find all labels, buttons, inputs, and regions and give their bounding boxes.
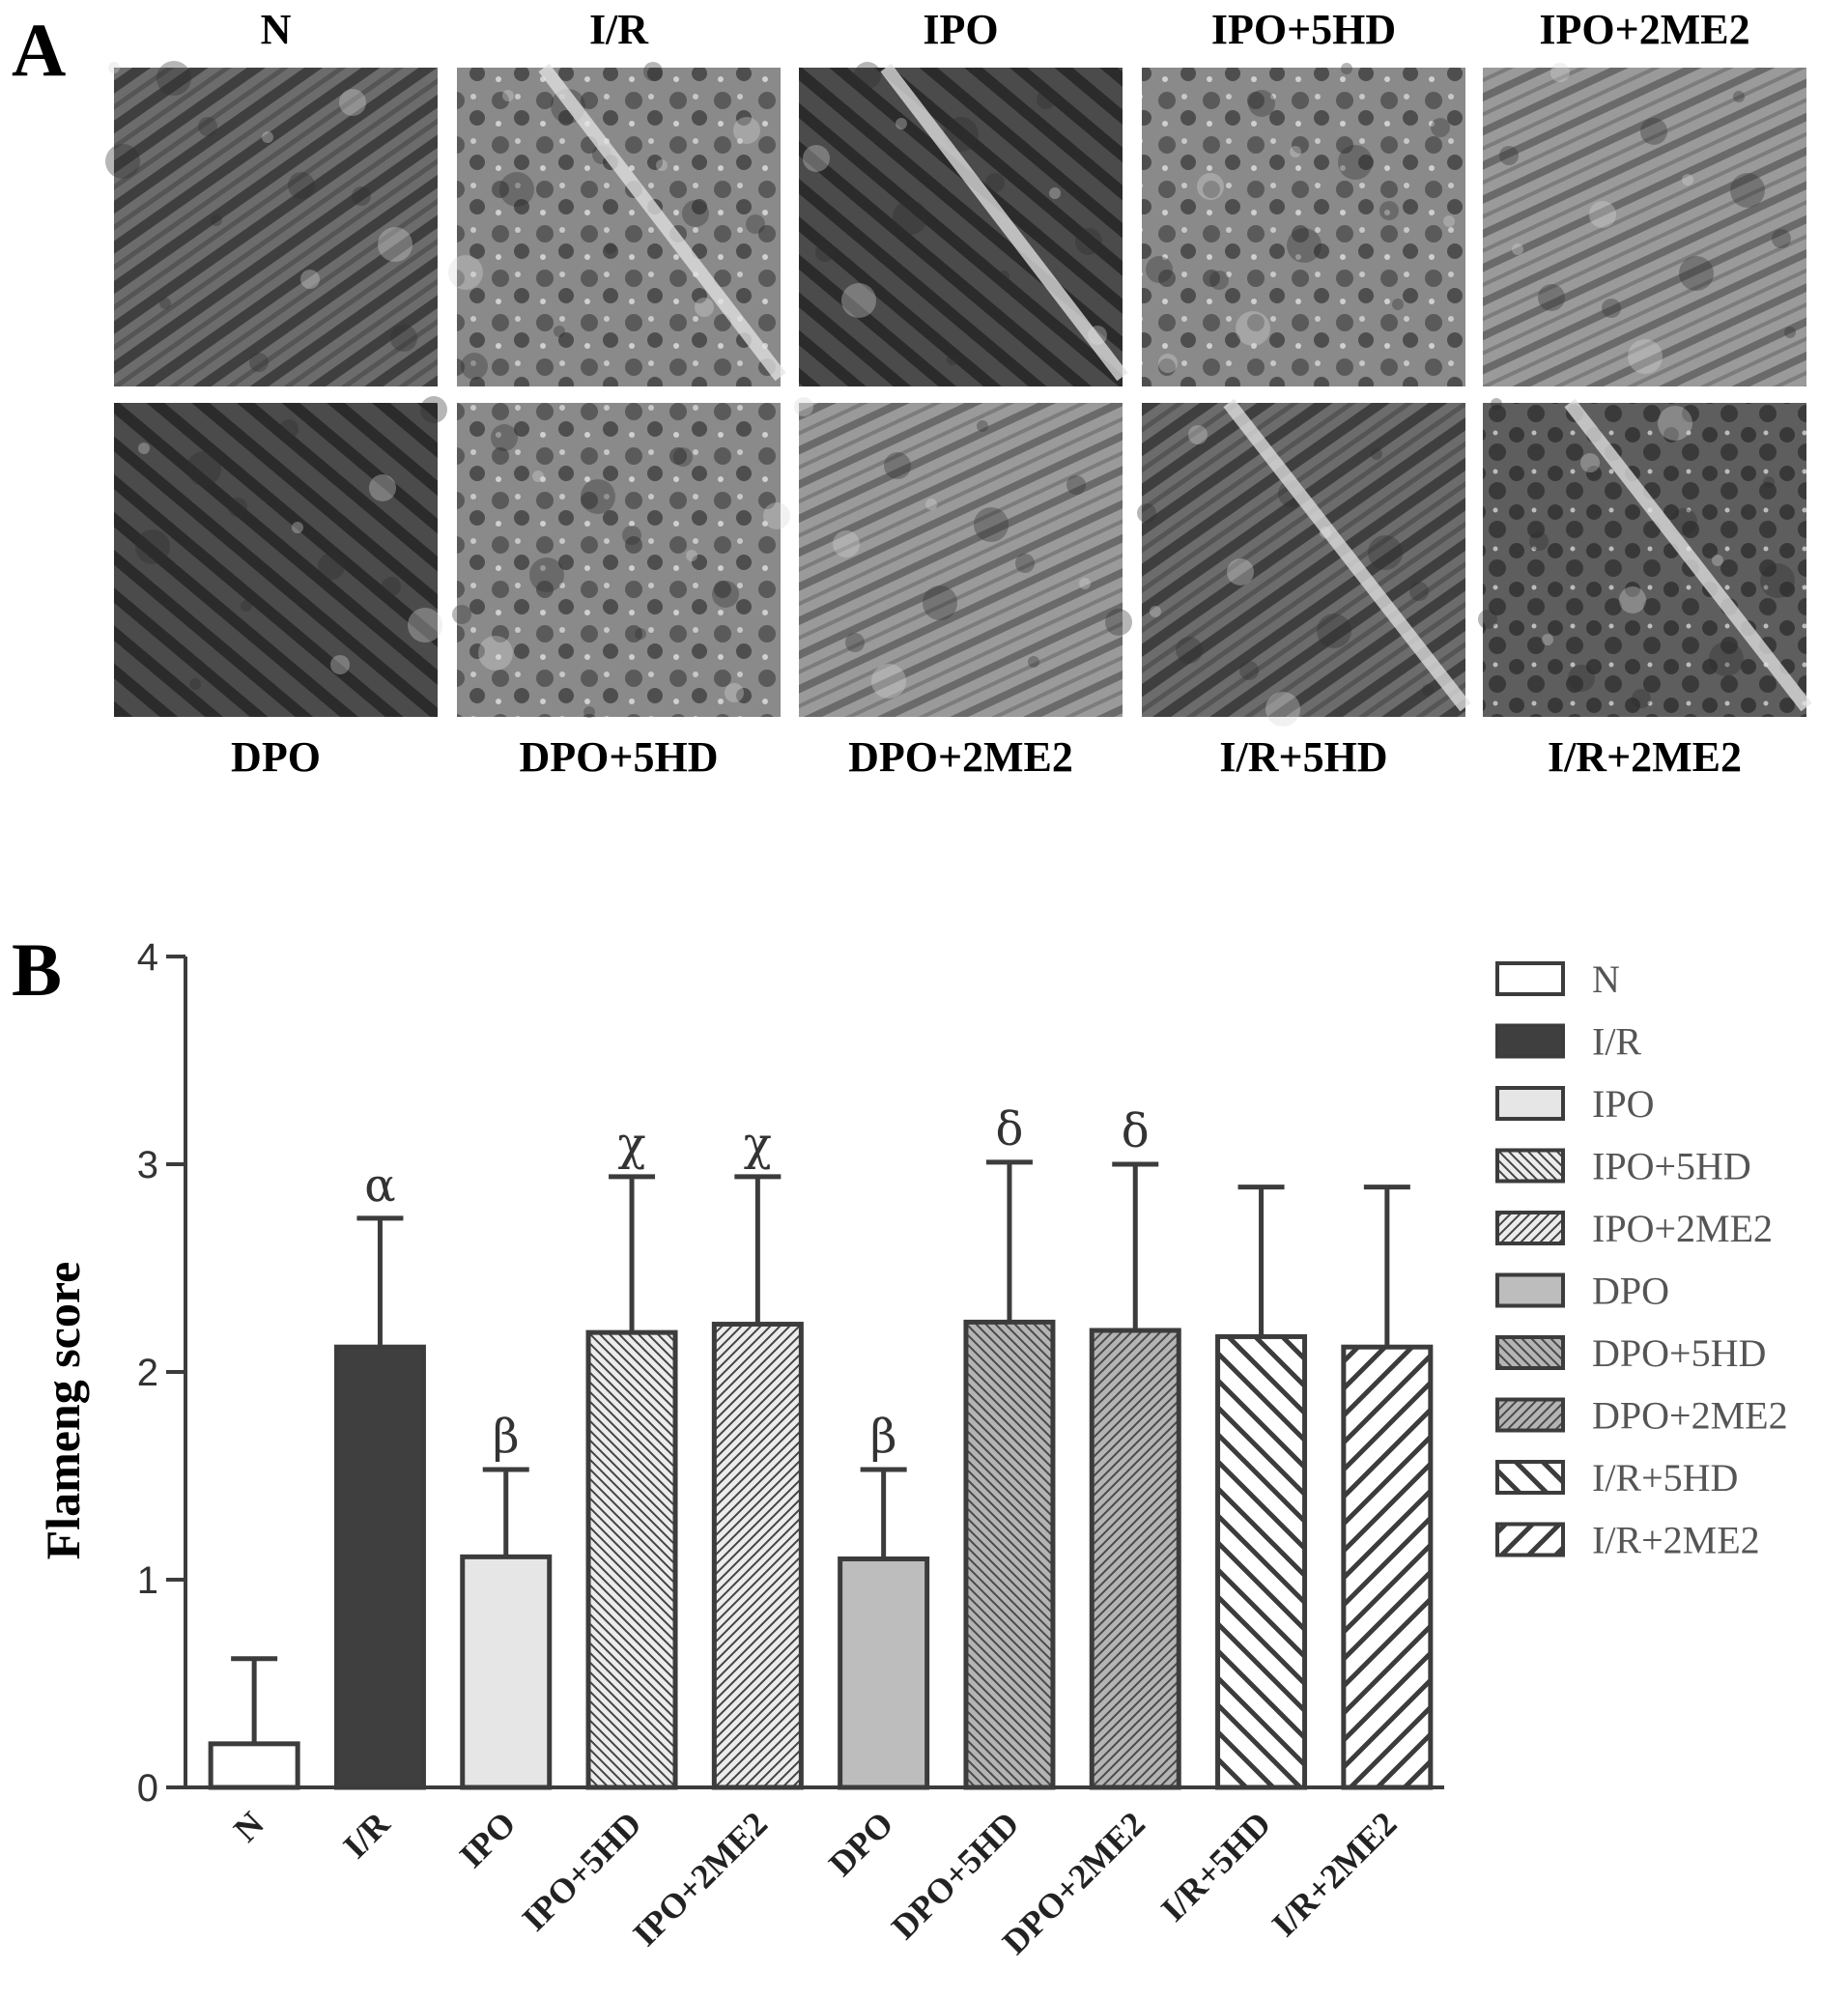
- micrograph-ipo-plus-5hd: [1142, 63, 1465, 386]
- micrograph-dpo-plus-5hd: [452, 403, 790, 718]
- legend-swatch: [1495, 1335, 1565, 1370]
- bar-group-dpo: β DPO: [821, 1410, 930, 1883]
- x-tick-label: I/R+5HD: [1153, 1804, 1278, 1928]
- legend-label: DPO: [1592, 1270, 1669, 1313]
- micrograph-label-dpo-plus-2me2: DPO+2ME2: [848, 733, 1073, 781]
- y-axis-label: Flameng score: [36, 1262, 90, 1560]
- legend-item-ir-plus-2me2: I/R+2ME2: [1495, 1519, 1760, 1562]
- significance-mark: χ: [744, 1117, 772, 1171]
- legend-label: I/R+5HD: [1592, 1456, 1738, 1499]
- bar-group-n: N: [208, 1656, 300, 1849]
- bar-n: [208, 1741, 300, 1790]
- y-tick-label: 1: [137, 1559, 158, 1602]
- panel-a-label: A: [12, 8, 66, 92]
- significance-mark: χ: [618, 1117, 646, 1171]
- x-tick-label: IPO: [452, 1804, 524, 1875]
- legend-label: IPO+2ME2: [1592, 1207, 1773, 1250]
- legend-item-ir: I/R: [1495, 1020, 1641, 1064]
- legend-label: N: [1592, 957, 1620, 1001]
- micrograph-dpo: [114, 396, 447, 717]
- bar-ipo: [460, 1554, 553, 1790]
- micrograph-label-ipo: IPO: [923, 6, 998, 53]
- bar-dpo-plus-5hd: [963, 1319, 1056, 1790]
- x-tick-label: I/R: [335, 1804, 397, 1866]
- legend-label: I/R+2ME2: [1592, 1519, 1760, 1562]
- legend-swatch: [1495, 1522, 1565, 1557]
- micrograph-ir-plus-5hd: [1137, 398, 1471, 727]
- micrograph-label-n: N: [261, 6, 292, 53]
- significance-mark: α: [364, 1158, 395, 1213]
- legend-item-dpo-plus-2me2: DPO+2ME2: [1495, 1394, 1788, 1438]
- bar-dpo-plus-2me2: [1089, 1328, 1181, 1790]
- x-tick-label: IPO+5HD: [515, 1804, 649, 1938]
- micrograph-label-dpo: DPO: [231, 733, 321, 781]
- x-tick-label: DPO: [821, 1804, 900, 1883]
- significance-mark: β: [493, 1410, 520, 1464]
- legend-swatch: [1495, 1148, 1565, 1184]
- legend-swatch: [1495, 1460, 1565, 1495]
- micrograph-dpo-plus-2me2: [794, 397, 1132, 717]
- bar-ir: [333, 1344, 426, 1790]
- micrograph-grid: [105, 61, 1812, 727]
- bar-group-ir: α I/R: [333, 1158, 426, 1866]
- bar-ipo-plus-5hd: [585, 1329, 678, 1790]
- legend-label: IPO: [1592, 1082, 1654, 1126]
- significance-mark: β: [870, 1410, 897, 1464]
- legend-swatch: [1495, 1211, 1565, 1245]
- bar-ir-plus-5hd: [1215, 1333, 1308, 1790]
- legend-swatch: [1495, 961, 1565, 996]
- legend-label: IPO+5HD: [1592, 1145, 1751, 1188]
- legend-item-ir-plus-5hd: I/R+5HD: [1495, 1456, 1738, 1499]
- legend-item-n: N: [1495, 957, 1620, 1001]
- panel-b-label: B: [12, 928, 62, 1012]
- micrograph-label-ipo-plus-2me2: IPO+2ME2: [1539, 6, 1749, 53]
- legend-item-dpo: DPO: [1495, 1270, 1669, 1313]
- bar-group-ipo-plus-5hd: χ IPO+5HD: [515, 1117, 678, 1938]
- micrograph-n: [105, 61, 438, 386]
- micrograph-ir: [448, 62, 786, 386]
- micrograph-label-ir: I/R: [589, 6, 649, 53]
- legend-label: DPO+2ME2: [1592, 1394, 1788, 1438]
- significance-mark: δ: [995, 1102, 1023, 1157]
- x-tick-label: IPO+2ME2: [625, 1804, 775, 1954]
- x-tick-label: I/R+2ME2: [1265, 1804, 1405, 1944]
- micrograph-ipo-plus-2me2: [1483, 63, 1806, 386]
- legend: N I/R IPO IPO+5HD IPO+2ME2 DPO DPO+5HD DPO+2ME2…: [1495, 957, 1788, 1562]
- panel-a-bottom-labels: DPO DPO+5HD DPO+2ME2 I/R+5HD I/R+2ME2: [231, 733, 1742, 781]
- bar-dpo: [838, 1556, 930, 1790]
- micrograph-ir-plus-2me2: [1478, 398, 1812, 717]
- micrograph-label-dpo-plus-5hd: DPO+5HD: [520, 733, 719, 781]
- legend-swatch: [1495, 1086, 1565, 1121]
- legend-item-ipo-plus-5hd: IPO+5HD: [1495, 1145, 1751, 1188]
- bar-ipo-plus-2me2: [711, 1322, 804, 1790]
- bar-group-ipo: β IPO: [452, 1410, 553, 1875]
- legend-item-ipo-plus-2me2: IPO+2ME2: [1495, 1207, 1773, 1250]
- micrograph-label-ir-plus-2me2: I/R+2ME2: [1548, 733, 1742, 781]
- legend-swatch: [1495, 1023, 1565, 1059]
- legend-item-dpo-plus-5hd: DPO+5HD: [1495, 1331, 1766, 1375]
- y-tick-label: 2: [137, 1352, 158, 1394]
- y-tick-label: 4: [137, 936, 158, 979]
- panel-a-top-labels: N I/R IPO IPO+5HD IPO+2ME2: [261, 6, 1750, 53]
- y-tick-label: 3: [137, 1144, 158, 1186]
- y-tick-label: 0: [137, 1767, 158, 1810]
- legend-label: I/R: [1592, 1020, 1641, 1064]
- bar-chart: 0 1 2 3 4 Flameng score Nα I/R β IPO χ IPO+5HD χ IPO+…: [36, 936, 1788, 1961]
- legend-swatch: [1495, 1397, 1565, 1433]
- micrograph-label-ipo-plus-5hd: IPO+5HD: [1211, 6, 1396, 53]
- micrograph-ipo: [799, 62, 1128, 386]
- micrograph-label-ir-plus-5hd: I/R+5HD: [1219, 733, 1387, 781]
- legend-label: DPO+5HD: [1592, 1331, 1766, 1375]
- significance-mark: δ: [1122, 1104, 1150, 1158]
- legend-swatch: [1495, 1272, 1565, 1308]
- x-tick-label: N: [226, 1804, 271, 1849]
- legend-item-ipo: IPO: [1495, 1082, 1654, 1126]
- bar-ir-plus-2me2: [1341, 1344, 1434, 1790]
